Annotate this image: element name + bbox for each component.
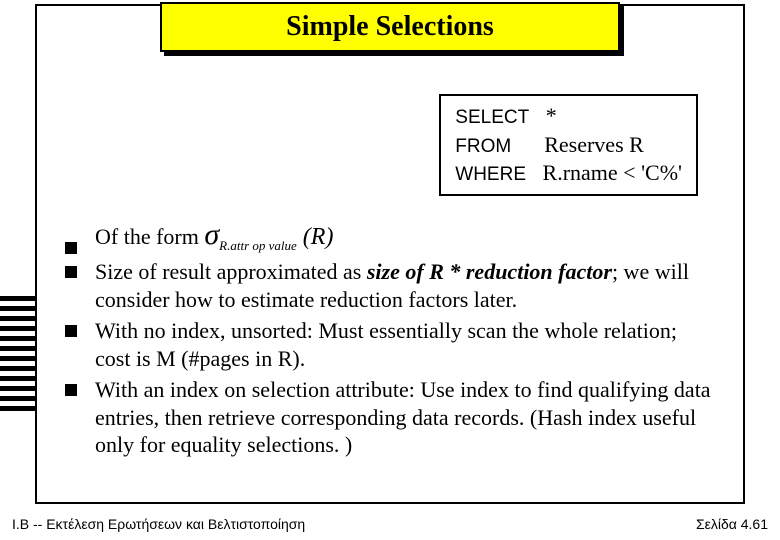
sql-row: FROM Reserves R (455, 131, 682, 160)
sql-keyword: WHERE (455, 164, 526, 185)
slide-frame: Simple Selections SELECT * FROM Reserves… (35, 4, 745, 504)
footer-left: I.B -- Εκτέλεση Ερωτήσεων και Βελτιστοπο… (12, 516, 305, 532)
bullet-lead: With an index on selection attribute: (95, 377, 415, 402)
slide-title: Simple Selections (286, 11, 494, 43)
bullet-text: With no index, unsorted: Must essentiall… (95, 317, 715, 372)
bullet-marker-icon (65, 384, 77, 396)
bullet-list: Of the form σR.attr op value (R) Size of… (65, 216, 715, 463)
bullet-item: Of the form σR.attr op value (R) (65, 216, 715, 254)
footer-right: Σελίδα 4.61 (696, 516, 768, 532)
bullet-fragment: Size of result approximated as (95, 259, 367, 284)
sql-row: SELECT * (455, 102, 682, 131)
bullet-lead: With no index, unsorted: (95, 318, 313, 343)
bullet-marker-icon (65, 325, 77, 337)
sigma-symbol: σR.attr op value (R) (204, 224, 333, 250)
bullet-marker-icon (65, 242, 77, 254)
sql-box: SELECT * FROM Reserves R WHERE R.rname <… (439, 94, 698, 196)
bullet-item: With no index, unsorted: Must essentiall… (65, 317, 715, 372)
bullet-item: With an index on selection attribute: Us… (65, 376, 715, 459)
bullet-marker-icon (65, 266, 77, 278)
sql-value: Reserves R (544, 132, 644, 157)
bullet-text: Of the form σR.attr op value (R) (95, 216, 715, 254)
bullet-text: With an index on selection attribute: Us… (95, 376, 715, 459)
bullet-emph: size of R * reduction factor (367, 259, 612, 284)
sql-value: * (546, 103, 557, 128)
sql-value: R.rname < 'C%' (543, 160, 682, 185)
sql-row: WHERE R.rname < 'C%' (455, 159, 682, 188)
sql-keyword: FROM (455, 136, 511, 157)
title-box: Simple Selections (160, 2, 620, 52)
bullet-text: Size of result approximated as size of R… (95, 258, 715, 313)
footer: I.B -- Εκτέλεση Ερωτήσεων και Βελτιστοπο… (12, 516, 768, 532)
bullet-fragment: Of the form (95, 224, 204, 249)
sql-keyword: SELECT (455, 107, 529, 128)
bullet-item: Size of result approximated as size of R… (65, 258, 715, 313)
